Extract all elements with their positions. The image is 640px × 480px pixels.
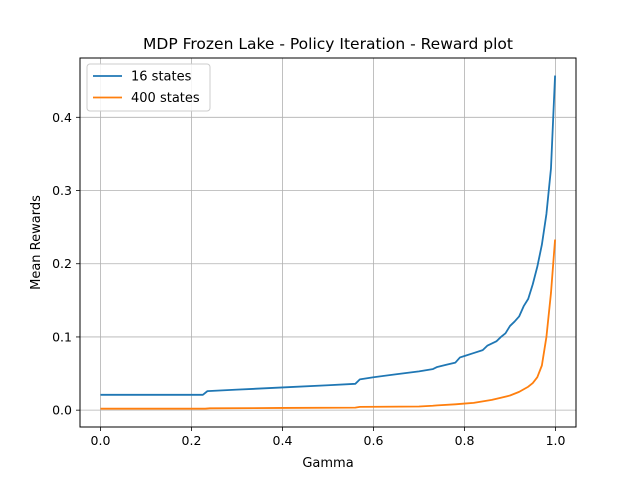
x-tick-label: 0.2 xyxy=(182,433,202,448)
y-tick-label: 0.3 xyxy=(52,183,72,198)
y-axis-label: Mean Rewards xyxy=(29,195,44,290)
x-tick-label: 0.8 xyxy=(455,433,475,448)
series-lines xyxy=(100,75,556,410)
x-axis-label: Gamma xyxy=(302,456,353,471)
x-tick-label: 0.0 xyxy=(91,433,111,448)
legend: 16 states 400 states xyxy=(86,63,211,112)
series-line-2 xyxy=(100,239,556,410)
chart-title: MDP Frozen Lake - Policy Iteration - Rew… xyxy=(143,35,513,53)
series-line-1 xyxy=(100,75,556,396)
plot-frame xyxy=(79,57,577,428)
y-tick-label: 0.4 xyxy=(52,110,72,125)
y-tick-label: 0.1 xyxy=(52,329,72,344)
legend-label-2: 400 states xyxy=(131,91,200,106)
y-tick-label: 0.2 xyxy=(52,256,72,271)
y-tick-label: 0.0 xyxy=(52,403,72,418)
grid-lines xyxy=(80,58,576,427)
x-tick-label: 0.4 xyxy=(273,433,293,448)
legend-label-1: 16 states xyxy=(131,70,192,85)
x-tick-label: 1.0 xyxy=(546,433,566,448)
x-tick-label: 0.6 xyxy=(364,433,384,448)
axis-ticks: 0.0 0.2 0.4 0.6 0.8 1.0 0.0 0.1 0.2 0.3 0.4 xyxy=(52,110,565,448)
